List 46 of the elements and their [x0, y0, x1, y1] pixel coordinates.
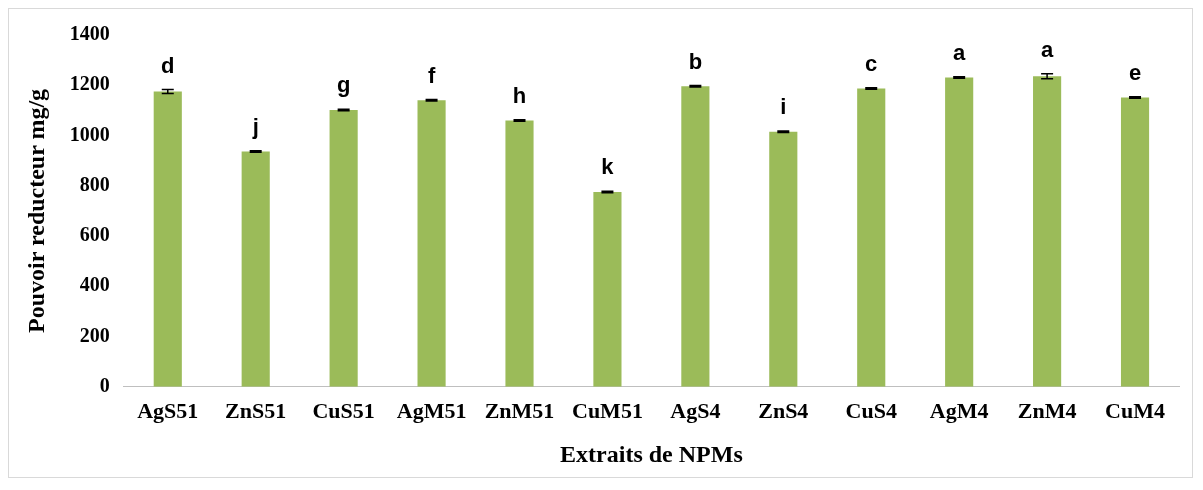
- data-label: a: [953, 39, 967, 65]
- bar: [417, 100, 446, 387]
- data-label: d: [161, 52, 175, 78]
- y-tick-label: 400: [79, 273, 110, 296]
- x-tick-label: AgM4: [929, 397, 989, 423]
- x-tick-label: AgS51: [137, 397, 199, 423]
- data-label: h: [512, 82, 527, 108]
- data-label: b: [688, 48, 703, 74]
- bar: [329, 109, 358, 387]
- data-label: c: [865, 50, 878, 76]
- data-label: e: [1128, 59, 1142, 85]
- bar: [241, 151, 270, 387]
- bar: [1033, 76, 1062, 387]
- y-axis-title: Pouvoir reducteur mg/g: [22, 88, 49, 333]
- x-tick-label: ZnS4: [758, 397, 809, 423]
- x-axis-title: Extraits de NPMs: [560, 440, 743, 467]
- data-label: a: [1040, 36, 1054, 62]
- bar: [945, 77, 974, 387]
- data-label: f: [427, 62, 436, 88]
- y-tick-label: 1000: [69, 122, 110, 145]
- x-tick-label: CuM51: [571, 397, 643, 423]
- bar: [769, 131, 798, 387]
- bar: [857, 88, 886, 387]
- data-label: j: [251, 113, 259, 139]
- bar: [681, 86, 710, 387]
- bar: [593, 192, 622, 387]
- bar: [505, 120, 534, 387]
- x-tick-label: ZnM51: [484, 397, 555, 423]
- y-tick-label: 1200: [69, 72, 110, 95]
- x-tick-label: AgS4: [670, 397, 721, 423]
- x-tick-label: CuS51: [312, 397, 375, 423]
- data-label: k: [601, 154, 615, 180]
- bar: [1120, 97, 1150, 387]
- y-tick-label: 200: [79, 323, 110, 346]
- x-tick-label: CuS4: [845, 397, 897, 423]
- bar: [153, 91, 182, 387]
- data-label: g: [336, 72, 351, 98]
- data-label: i: [780, 94, 787, 120]
- x-tick-label: ZnS51: [225, 397, 287, 423]
- x-tick-label: AgM51: [396, 397, 467, 423]
- y-tick-label: 600: [79, 223, 110, 246]
- x-tick-label: ZnM4: [1017, 397, 1077, 423]
- y-tick-label: 800: [79, 172, 110, 195]
- x-tick-label: CuM4: [1105, 397, 1165, 423]
- y-tick-label: 0: [99, 373, 110, 396]
- y-tick-label: 1400: [69, 22, 110, 45]
